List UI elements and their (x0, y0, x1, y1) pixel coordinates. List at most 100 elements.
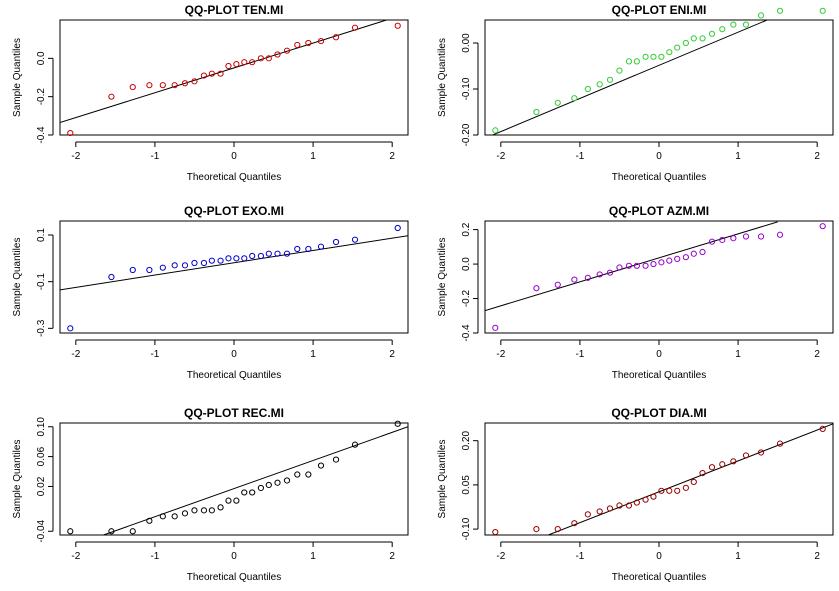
x-tick-label: 2 (389, 151, 395, 162)
x-axis-title: Theoretical Quantiles (187, 572, 282, 583)
data-point (146, 266, 153, 274)
data-point (596, 508, 603, 515)
data-point (305, 39, 312, 47)
data-point (658, 487, 665, 494)
data-point (658, 53, 665, 60)
data-point (394, 420, 401, 427)
data-point (719, 236, 726, 244)
x-tick-label: -2 (71, 349, 80, 360)
y-axis-title: Sample Quantiles (437, 38, 448, 117)
y-tick-label: 0.10 (36, 417, 47, 437)
data-point (606, 76, 614, 83)
qq-reference-line (491, 20, 769, 135)
data-point (719, 26, 726, 33)
data-point (682, 484, 689, 491)
data-point (742, 21, 750, 28)
data-point (742, 233, 750, 240)
data-point (699, 470, 706, 477)
data-point (129, 528, 136, 535)
data-point (274, 250, 281, 257)
data-point (294, 471, 301, 478)
data-point (719, 461, 726, 468)
data-point (606, 269, 614, 276)
plot-frame (484, 19, 834, 136)
data-point (283, 477, 291, 484)
data-point (776, 7, 784, 14)
data-point (351, 236, 359, 243)
data-point (241, 489, 248, 496)
x-tick-label: 0 (656, 151, 662, 162)
data-point (200, 72, 208, 79)
data-point (616, 502, 623, 509)
data-point (742, 452, 750, 459)
qq-reference-line (60, 20, 389, 124)
plot-frame (59, 422, 409, 536)
qq-panel-2: QQ-PLOT ENI.MI -2 -1 0 1 2 -0.20 -0.10 0.00 Theor… (437, 3, 834, 183)
data-point (819, 425, 826, 432)
y-tick-label: -0.2 (461, 289, 472, 307)
data-point (658, 259, 665, 266)
data-point (730, 458, 737, 465)
data-point (616, 67, 623, 74)
y-tick-label: -0.20 (461, 123, 472, 146)
x-tick-label: 0 (656, 551, 662, 562)
data-point (625, 502, 633, 509)
data-point (642, 496, 649, 503)
data-point (217, 504, 224, 511)
y-tick-label: 0.0 (461, 257, 472, 271)
data-point (233, 497, 240, 504)
data-point (208, 507, 215, 514)
data-point (533, 108, 540, 116)
qq-reference-line (60, 235, 408, 291)
y-axis-title: Sample Quantiles (12, 440, 23, 519)
data-point (730, 235, 737, 242)
x-tick-label: 0 (231, 349, 237, 360)
x-tick-label: -1 (575, 151, 584, 162)
data-point (690, 250, 697, 257)
data-point (146, 517, 153, 524)
y-tick-label: 0.05 (461, 475, 472, 495)
data-point (554, 281, 561, 288)
data-point (317, 37, 325, 45)
x-tick-label: -1 (575, 551, 584, 562)
data-point (674, 44, 681, 51)
plot-title: QQ-PLOT AZM.MI (609, 204, 709, 218)
data-point (171, 262, 178, 269)
y-tick-label: -0.1 (36, 273, 47, 291)
data-point (394, 22, 401, 29)
data-point (257, 55, 264, 62)
data-point (674, 487, 681, 494)
data-point (191, 78, 198, 85)
data-point (776, 440, 784, 447)
data-point (233, 60, 240, 68)
data-point (181, 510, 189, 517)
data-point (265, 481, 272, 489)
data-point (181, 262, 189, 269)
x-tick-label: -1 (150, 151, 159, 162)
data-point (67, 129, 74, 137)
data-point (776, 231, 784, 238)
data-point (181, 80, 189, 87)
x-axis-title: Theoretical Quantiles (612, 572, 707, 583)
data-point (682, 39, 689, 47)
x-tick-label: 1 (310, 151, 316, 162)
data-point (332, 456, 340, 463)
y-tick-label: 0.20 (461, 431, 472, 451)
y-tick-label: -0.10 (461, 77, 472, 100)
x-tick-label: 1 (310, 349, 316, 360)
data-point (699, 248, 706, 256)
x-tick-label: 1 (310, 551, 316, 562)
data-point (108, 93, 115, 100)
qq-panel-1: QQ-PLOT TEN.MI -2 -1 0 1 2 -0.4 -0.2 0.0 Theoreti… (12, 3, 409, 183)
data-point (533, 526, 540, 533)
x-tick-label: 0 (656, 349, 662, 360)
data-point (616, 264, 623, 271)
data-point (571, 95, 578, 102)
x-tick-label: 2 (814, 551, 820, 562)
data-point (159, 82, 166, 89)
data-point (225, 62, 232, 70)
data-point (249, 252, 256, 260)
data-point (159, 513, 166, 520)
data-point (274, 479, 281, 486)
y-tick-label: 0.0 (36, 51, 47, 65)
